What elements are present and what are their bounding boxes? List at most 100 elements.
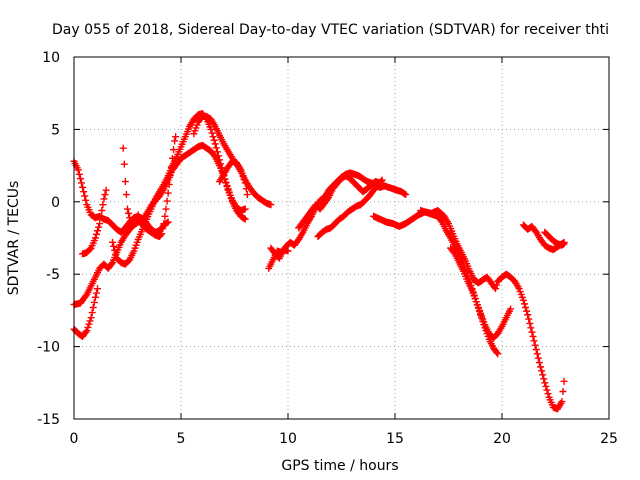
x-tick-label: 5 — [177, 431, 186, 447]
data-point — [532, 345, 540, 353]
data-point — [324, 195, 332, 203]
data-point — [74, 166, 82, 174]
data-point — [539, 371, 547, 379]
data-point — [478, 314, 486, 322]
data-point — [538, 367, 546, 375]
data-point — [544, 390, 552, 398]
data-point — [223, 183, 231, 191]
data-point — [94, 227, 102, 235]
data-point — [558, 398, 566, 406]
data-point — [239, 172, 247, 180]
data-point — [378, 176, 386, 184]
data-point — [526, 319, 534, 327]
data-point — [493, 348, 501, 356]
data-point — [158, 230, 166, 238]
data-point — [437, 217, 445, 225]
data-point — [210, 136, 218, 144]
data-point — [160, 220, 168, 228]
data-point — [82, 328, 90, 336]
data-point — [77, 179, 85, 187]
data-point — [213, 148, 221, 156]
data-point — [530, 337, 538, 345]
data-point — [542, 382, 550, 390]
data-point — [120, 160, 128, 168]
data-point — [125, 209, 133, 217]
data-point — [520, 300, 528, 308]
data-point — [165, 180, 173, 188]
data-point — [242, 185, 250, 193]
data-point — [101, 191, 109, 199]
data-point — [535, 359, 543, 367]
data-point — [479, 317, 487, 325]
y-axis-label: SDTVAR / TECUs — [6, 181, 22, 296]
data-point — [166, 172, 174, 180]
y-tick-label: -5 — [46, 267, 60, 283]
data-point — [402, 191, 410, 199]
data-point — [524, 311, 532, 319]
data-point — [534, 354, 542, 362]
x-tick-label: 25 — [600, 431, 618, 447]
x-tick-label: 10 — [279, 431, 297, 447]
data-point — [401, 190, 409, 198]
data-point — [168, 154, 176, 162]
data-point — [172, 133, 180, 141]
plot-frame — [73, 56, 610, 420]
data-point — [240, 214, 248, 222]
data-point — [527, 324, 535, 332]
data-point — [450, 248, 458, 256]
data-point — [99, 201, 107, 209]
data-point — [86, 245, 94, 253]
data-point — [92, 289, 100, 297]
x-tick-label: 0 — [70, 431, 79, 447]
data-point — [91, 293, 99, 301]
data-point — [237, 166, 245, 174]
data-point — [241, 205, 249, 213]
axis-ticks: 0 5 10 15 20 25 -15 -10 -5 0 5 10 — [37, 50, 618, 447]
data-point — [214, 152, 222, 160]
data-point — [243, 191, 251, 199]
data-point — [94, 285, 102, 293]
data-point — [507, 305, 515, 313]
data-point — [96, 220, 104, 228]
data-point — [240, 176, 248, 184]
x-axis-label: GPS time / hours — [281, 458, 398, 474]
data-point — [81, 192, 89, 200]
data-point — [88, 309, 96, 317]
data-point — [75, 170, 83, 178]
data-point — [238, 169, 246, 177]
data-point — [102, 186, 110, 194]
data-point — [531, 341, 539, 349]
data-point — [157, 231, 165, 239]
data-point — [543, 386, 551, 394]
data-point — [480, 321, 488, 329]
data-point — [90, 298, 98, 306]
data-point — [83, 327, 91, 335]
data-point — [87, 314, 95, 322]
data-point — [84, 323, 92, 331]
y-tick-label: 10 — [42, 50, 60, 66]
data-point — [126, 214, 134, 222]
data-point — [241, 215, 249, 223]
data-point — [529, 332, 537, 340]
data-point — [493, 281, 501, 289]
data-point — [519, 296, 527, 304]
data-point — [95, 223, 103, 231]
data-point — [82, 196, 90, 204]
data-point — [377, 177, 385, 185]
data-point — [91, 234, 99, 242]
data-point — [560, 240, 568, 248]
data-point — [211, 140, 219, 148]
data-point — [124, 205, 131, 213]
chart-title: Day 055 of 2018, Sidereal Day-to-day VTE… — [52, 22, 609, 38]
data-point — [218, 164, 226, 172]
data-point — [537, 363, 545, 371]
data-point — [79, 183, 87, 191]
y-tick-label: -10 — [37, 340, 60, 356]
data-point — [559, 387, 567, 395]
data-points — [70, 109, 568, 413]
data-point — [207, 125, 215, 133]
x-tick-label: 15 — [386, 431, 404, 447]
data-point — [559, 241, 567, 249]
data-point — [523, 307, 531, 315]
